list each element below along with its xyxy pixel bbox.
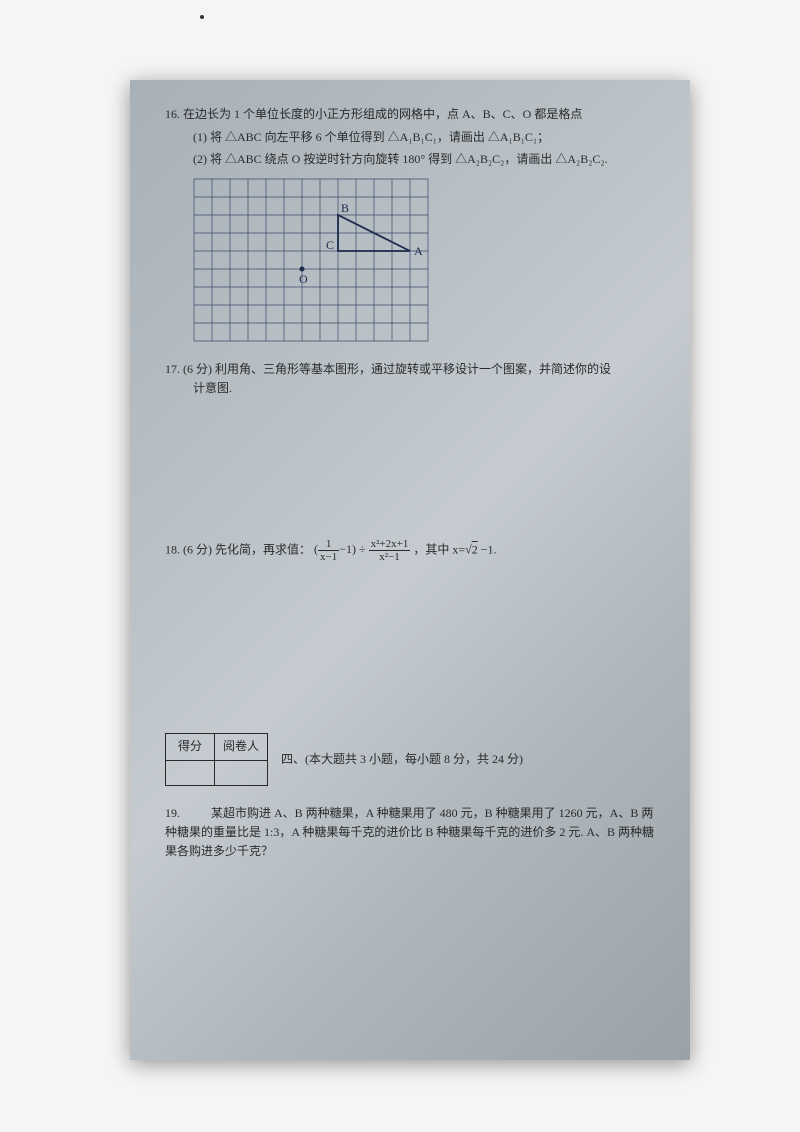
- q16-grid-diagram: B C A O: [193, 178, 655, 348]
- grader-header: 阅卷人: [215, 734, 268, 760]
- grid-svg: B C A O: [193, 178, 429, 342]
- q18-expression: ( 1 x−1 −1) ÷ x²+2x+1 x²−1: [314, 542, 413, 556]
- svg-text:C: C: [326, 238, 334, 252]
- page-dot: [200, 15, 204, 19]
- q16-sub2: (2) 将 △ABC 绕点 O 按逆时针方向旋转 180° 得到 △A₂B₂C₂…: [165, 150, 655, 169]
- q16-sub2-label: (2): [193, 152, 207, 166]
- q16-intro: 16. 在边长为 1 个单位长度的小正方形组成的网格中，点 A、B、C、O 都是…: [165, 105, 655, 124]
- question-17: 17. (6 分) 利用角、三角形等基本图形，通过旋转或平移设计一个图案，并简述…: [165, 360, 655, 398]
- q17-text-a: 利用角、三角形等基本图形，通过旋转或平移设计一个图案，并简述你的设: [215, 362, 611, 376]
- q16-sub1-label: (1): [193, 130, 207, 144]
- q16-number: 16.: [165, 107, 180, 121]
- q18-frac2: x²+2x+1 x²−1: [369, 538, 411, 563]
- score-table-header-row: 得分 阅卷人: [166, 734, 268, 760]
- score-table: 得分 阅卷人: [165, 733, 268, 785]
- score-table-value-row: [166, 760, 268, 785]
- exam-page: 16. 在边长为 1 个单位长度的小正方形组成的网格中，点 A、B、C、O 都是…: [130, 80, 690, 1060]
- q18-where-post: −1.: [478, 542, 497, 556]
- section4-label: 四、(本大题共 3 小题，每小题 8 分，共 24 分): [281, 750, 523, 769]
- q18-frac1-den: x−1: [318, 551, 339, 563]
- svg-text:O: O: [299, 272, 308, 286]
- q18-frac1: 1 x−1: [318, 538, 339, 563]
- q16-sub1: (1) 将 △ABC 向左平移 6 个单位得到 △A₁B₁C₁，请画出 △A₁B…: [165, 128, 655, 147]
- q18-number: 18.: [165, 542, 180, 556]
- q18-where-pre: ，其中 x=: [413, 542, 465, 556]
- q17-text-b: 计意图.: [165, 379, 655, 398]
- question-16: 16. 在边长为 1 个单位长度的小正方形组成的网格中，点 A、B、C、O 都是…: [165, 105, 655, 348]
- q18-points: (6 分): [183, 542, 212, 556]
- score-cell: [166, 760, 215, 785]
- q16-sub1-text: 将 △ABC 向左平移 6 个单位得到 △A₁B₁C₁，请画出 △A₁B₁C₁；: [210, 130, 549, 144]
- q19-number: 19.: [165, 806, 180, 820]
- q18-pre: 先化简，再求值：: [215, 542, 311, 556]
- svg-text:B: B: [341, 201, 349, 215]
- q18-frac2-den: x²−1: [369, 551, 411, 563]
- q18-div: ÷: [359, 542, 366, 556]
- svg-text:A: A: [414, 244, 423, 258]
- q16-sub2-text: 将 △ABC 绕点 O 按逆时针方向旋转 180° 得到 △A₂B₂C₂，请画出…: [210, 152, 608, 166]
- q18-minus1: −1: [339, 542, 352, 556]
- q16-intro-text: 在边长为 1 个单位长度的小正方形组成的网格中，点 A、B、C、O 都是格点: [183, 107, 582, 121]
- grader-cell: [215, 760, 268, 785]
- section-4-header: 得分 阅卷人 四、(本大题共 3 小题，每小题 8 分，共 24 分): [165, 733, 655, 785]
- q19-text: 某超市购进 A、B 两种糖果，A 种糖果用了 480 元，B 种糖果用了 126…: [165, 806, 654, 858]
- score-header: 得分: [166, 734, 215, 760]
- q17-points: (6 分): [183, 362, 212, 376]
- q18-frac2-num: x²+2x+1: [369, 538, 411, 551]
- question-19: 19. 某超市购进 A、B 两种糖果，A 种糖果用了 480 元，B 种糖果用了…: [165, 804, 655, 862]
- q18-frac1-num: 1: [318, 538, 339, 551]
- q17-number: 17.: [165, 362, 180, 376]
- question-18: 18. (6 分) 先化简，再求值： ( 1 x−1 −1) ÷ x²+2x+1…: [165, 538, 655, 563]
- q18-sqrt: √2: [465, 542, 478, 556]
